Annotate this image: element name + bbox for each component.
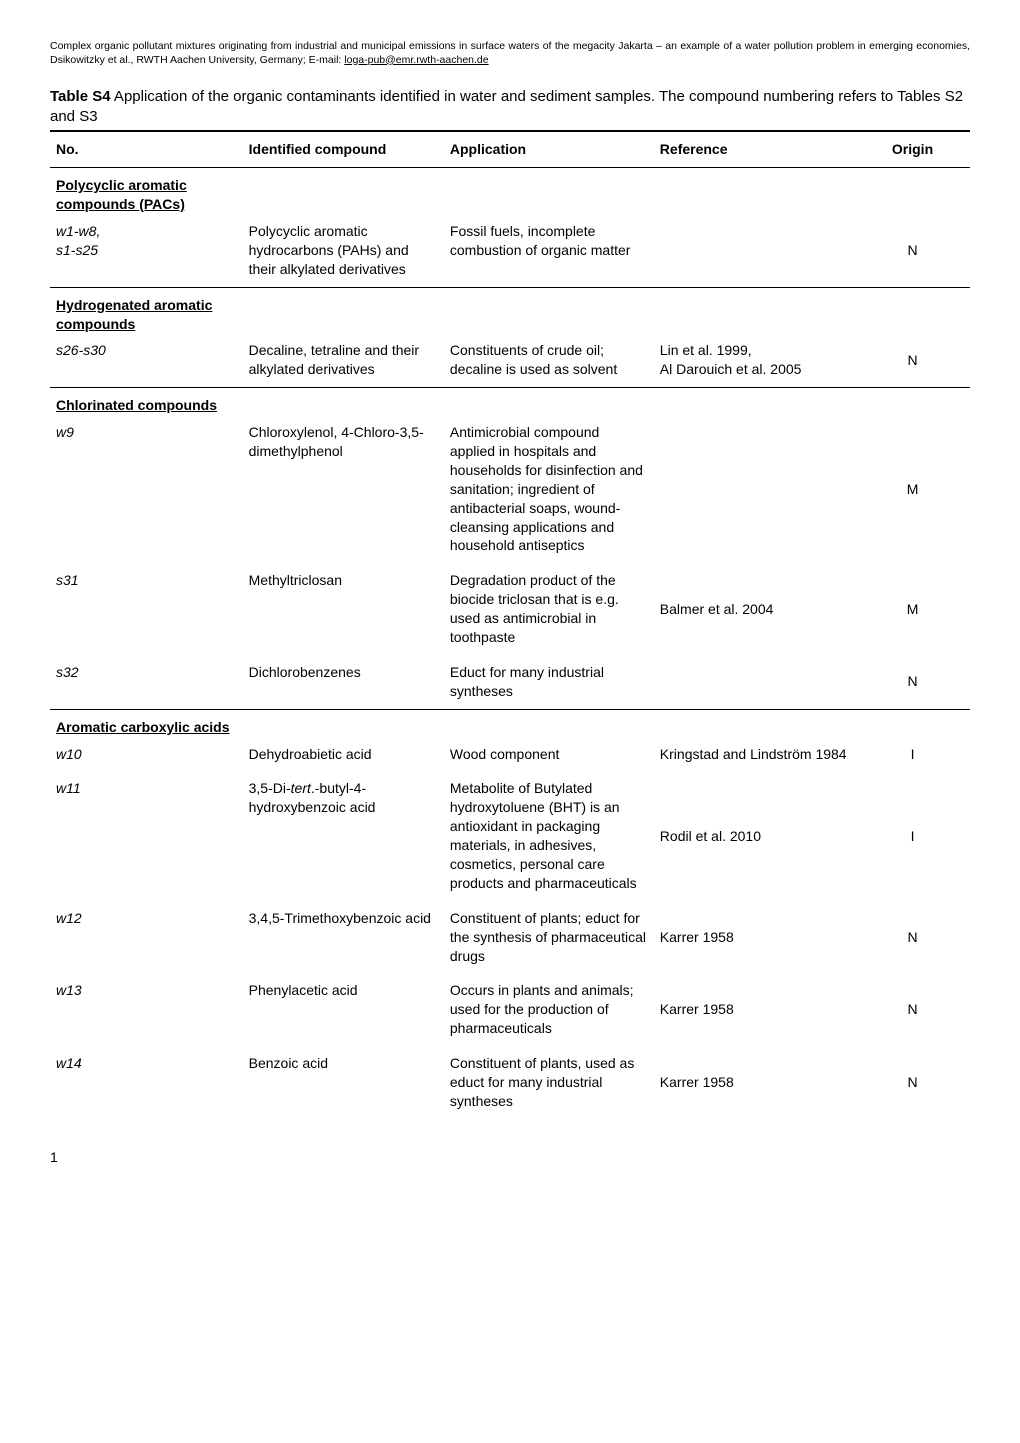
table-row: s26-s30 Decaline, tetraline and their al… — [50, 333, 970, 387]
cell-no: s26-s30 — [50, 333, 243, 387]
cell-reference: Rodil et al. 2010 — [654, 771, 855, 900]
header-note: Complex organic pollutant mixtures origi… — [50, 40, 970, 67]
cell-compound: Dichlorobenzenes — [243, 655, 444, 709]
table-row: w9 Chloroxylenol, 4-Chloro-3,5-dimethylp… — [50, 415, 970, 563]
cell-application: Metabolite of Butylated hydroxytoluene (… — [444, 771, 654, 900]
table-row: s32 Dichlorobenzenes Educt for many indu… — [50, 655, 970, 709]
table-row: w1-w8,s1-s25 Polycyclic aromatic hydroca… — [50, 214, 970, 287]
cell-application: Occurs in plants and animals; used for t… — [444, 973, 654, 1046]
cell-origin: N — [855, 333, 970, 387]
col-compound-header: Identified compound — [243, 131, 444, 167]
cell-origin: N — [855, 973, 970, 1046]
cell-reference: Karrer 1958 — [654, 1046, 855, 1119]
section-row: Hydrogenated aromatic compounds — [50, 287, 970, 333]
cell-application: Educt for many industrial syntheses — [444, 655, 654, 709]
cell-reference: Karrer 1958 — [654, 901, 855, 974]
cell-no: w9 — [50, 415, 243, 563]
cell-application: Antimicrobial compound applied in hospit… — [444, 415, 654, 563]
cell-compound: Methyltriclosan — [243, 563, 444, 655]
cell-application: Fossil fuels, incomplete combustion of o… — [444, 214, 654, 287]
cell-reference — [654, 214, 855, 287]
header-note-text: Complex organic pollutant mixtures origi… — [50, 40, 970, 66]
cell-no: w1-w8,s1-s25 — [50, 214, 243, 287]
cell-no: w14 — [50, 1046, 243, 1119]
cell-compound: Polycyclic aromatic hydrocarbons (PAHs) … — [243, 214, 444, 287]
col-origin-header: Origin — [855, 131, 970, 167]
cell-origin: N — [855, 214, 970, 287]
page-number: 1 — [50, 1149, 970, 1165]
col-reference-header: Reference — [654, 131, 855, 167]
section-row: Polycyclic aromatic compounds (PACs) — [50, 168, 970, 214]
cell-reference — [654, 655, 855, 709]
cell-compound: Phenylacetic acid — [243, 973, 444, 1046]
cell-reference: Balmer et al. 2004 — [654, 563, 855, 655]
cell-origin: M — [855, 415, 970, 563]
cell-reference: Kringstad and Lindström 1984 — [654, 737, 855, 772]
cell-no: s31 — [50, 563, 243, 655]
cell-no: w12 — [50, 901, 243, 974]
cell-origin: M — [855, 563, 970, 655]
table-title-bold: Table S4 — [50, 88, 111, 105]
contaminants-table: No. Identified compound Application Refe… — [50, 130, 970, 1119]
table-row: w12 3,4,5-Trimethoxybenzoic acid Constit… — [50, 901, 970, 974]
cell-application: Constituent of plants, used as educt for… — [444, 1046, 654, 1119]
section-heading: Hydrogenated aromatic compounds — [50, 287, 243, 333]
col-no-header: No. — [50, 131, 243, 167]
table-row: w10 Dehydroabietic acid Wood component K… — [50, 737, 970, 772]
table-title-rest: Application of the organic contaminants … — [50, 88, 963, 125]
cell-no: w10 — [50, 737, 243, 772]
cell-reference: Lin et al. 1999,Al Darouich et al. 2005 — [654, 333, 855, 387]
section-heading: Aromatic carboxylic acids — [50, 709, 243, 736]
cell-compound: Dehydroabietic acid — [243, 737, 444, 772]
table-header-row: No. Identified compound Application Refe… — [50, 131, 970, 167]
cell-compound: 3,5-Di-tert.-butyl-4-hydroxybenzoic acid — [243, 771, 444, 900]
header-email-link[interactable]: loga-pub@emr.rwth-aachen.de — [344, 54, 488, 66]
cell-application: Constituents of crude oil; decaline is u… — [444, 333, 654, 387]
section-row: Chlorinated compounds — [50, 388, 970, 415]
cell-origin: N — [855, 901, 970, 974]
table-row: s31 Methyltriclosan Degradation product … — [50, 563, 970, 655]
cell-no: w11 — [50, 771, 243, 900]
cell-compound: Benzoic acid — [243, 1046, 444, 1119]
table-row: w11 3,5-Di-tert.-butyl-4-hydroxybenzoic … — [50, 771, 970, 900]
section-row: Aromatic carboxylic acids — [50, 709, 970, 736]
cell-compound: Chloroxylenol, 4-Chloro-3,5-dimethylphen… — [243, 415, 444, 563]
section-heading: Polycyclic aromatic compounds (PACs) — [50, 168, 243, 214]
table-row: w14 Benzoic acid Constituent of plants, … — [50, 1046, 970, 1119]
cell-origin: I — [855, 737, 970, 772]
section-heading: Chlorinated compounds — [50, 388, 243, 415]
cell-compound: Decaline, tetraline and their alkylated … — [243, 333, 444, 387]
col-application-header: Application — [444, 131, 654, 167]
cell-no: s32 — [50, 655, 243, 709]
cell-origin: N — [855, 1046, 970, 1119]
cell-origin: N — [855, 655, 970, 709]
cell-no: w13 — [50, 973, 243, 1046]
cell-origin: I — [855, 771, 970, 900]
cell-reference — [654, 415, 855, 563]
cell-reference: Karrer 1958 — [654, 973, 855, 1046]
cell-application: Constituent of plants; educt for the syn… — [444, 901, 654, 974]
table-title: Table S4 Application of the organic cont… — [50, 87, 970, 126]
cell-compound: 3,4,5-Trimethoxybenzoic acid — [243, 901, 444, 974]
cell-application: Wood component — [444, 737, 654, 772]
cell-application: Degradation product of the biocide tricl… — [444, 563, 654, 655]
table-row: w13 Phenylacetic acid Occurs in plants a… — [50, 973, 970, 1046]
